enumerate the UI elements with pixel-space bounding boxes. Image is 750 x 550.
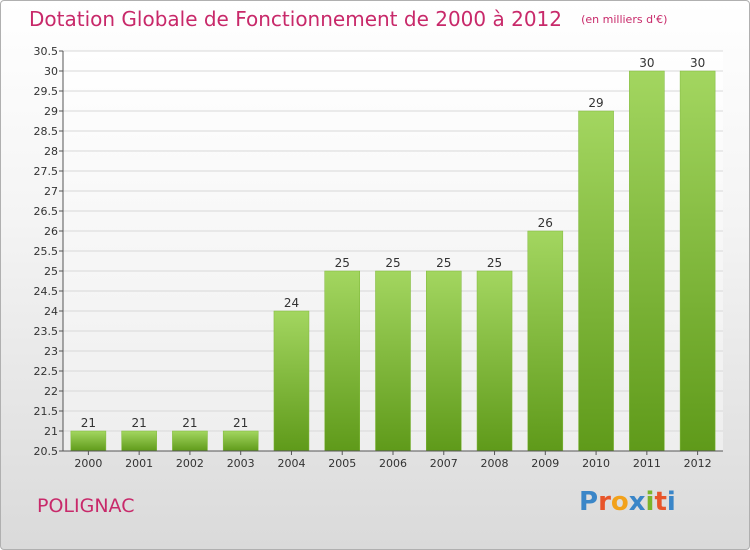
bar — [324, 270, 360, 452]
y-tick-label: 28.5 — [34, 125, 59, 138]
bar — [222, 430, 259, 452]
commune-name: POLIGNAC — [37, 495, 135, 517]
logo-letter: o — [610, 487, 629, 517]
y-tick-label: 22.5 — [34, 365, 59, 378]
y-tick-label: 30 — [44, 65, 58, 78]
bar — [121, 430, 157, 452]
logo-letter: x — [628, 487, 646, 517]
x-tick-label: 2008 — [481, 457, 509, 470]
bar-value-label: 30 — [639, 56, 654, 70]
x-tick-label: 2007 — [430, 457, 458, 470]
y-tick-label: 25 — [44, 265, 58, 278]
bar-value-label: 25 — [436, 256, 451, 270]
bar — [679, 70, 716, 452]
bar-value-label: 21 — [182, 416, 197, 430]
x-tick-label: 2011 — [633, 457, 661, 470]
logo-letter: i — [645, 487, 655, 517]
chart-unit-note: (en milliers d'€) — [581, 13, 668, 26]
bar-value-label: 21 — [132, 416, 147, 430]
y-tick-label: 27.5 — [34, 165, 59, 178]
logo-letter: P — [579, 487, 599, 517]
bar — [70, 430, 107, 452]
x-tick-label: 2004 — [277, 457, 305, 470]
logo-letter: i — [666, 487, 676, 517]
bar — [578, 110, 614, 452]
y-tick-label: 26.5 — [34, 205, 59, 218]
y-tick-label: 22 — [44, 385, 58, 398]
proxiti-logo: Proxiti — [579, 487, 676, 517]
x-tick-label: 2009 — [531, 457, 559, 470]
y-tick-label: 21.5 — [34, 405, 59, 418]
bar-value-label: 24 — [284, 296, 299, 310]
chart-title: Dotation Globale de Fonctionnement de 20… — [29, 7, 562, 31]
bar — [172, 430, 208, 452]
bar-value-label: 30 — [690, 56, 705, 70]
y-tick-label: 30.5 — [34, 45, 59, 58]
y-tick-label: 29 — [44, 105, 58, 118]
bar-value-label: 21 — [233, 416, 248, 430]
bar — [629, 70, 665, 452]
bar — [375, 270, 411, 452]
x-tick-label: 2010 — [582, 457, 610, 470]
y-tick-label: 23.5 — [34, 325, 59, 338]
y-tick-label: 24.5 — [34, 285, 59, 298]
x-tick-label: 2005 — [328, 457, 356, 470]
bar-value-label: 26 — [538, 216, 553, 230]
y-tick-label: 21 — [44, 425, 58, 438]
y-tick-label: 24 — [44, 305, 58, 318]
x-tick-label: 2006 — [379, 457, 407, 470]
bar-value-label: 25 — [385, 256, 400, 270]
x-tick-label: 2000 — [74, 457, 102, 470]
y-tick-label: 27 — [44, 185, 58, 198]
x-tick-label: 2012 — [684, 457, 712, 470]
y-tick-label: 28 — [44, 145, 58, 158]
y-tick-label: 20.5 — [34, 445, 59, 458]
y-tick-label: 25.5 — [34, 245, 59, 258]
x-tick-label: 2002 — [176, 457, 204, 470]
x-tick-label: 2003 — [227, 457, 255, 470]
bar-value-label: 25 — [335, 256, 350, 270]
y-tick-label: 26 — [44, 225, 58, 238]
bar — [527, 230, 564, 452]
y-tick-label: 29.5 — [34, 85, 59, 98]
logo-letter: r — [598, 487, 611, 517]
bar — [426, 270, 462, 452]
bar-value-label: 29 — [588, 96, 603, 110]
y-tick-label: 23 — [44, 345, 58, 358]
bar — [476, 270, 513, 452]
logo-letter: t — [654, 487, 667, 517]
title-row: Dotation Globale de Fonctionnement de 20… — [29, 7, 667, 31]
bar — [273, 310, 310, 452]
bar-value-label: 21 — [81, 416, 96, 430]
x-tick-label: 2001 — [125, 457, 153, 470]
bar-value-label: 25 — [487, 256, 502, 270]
